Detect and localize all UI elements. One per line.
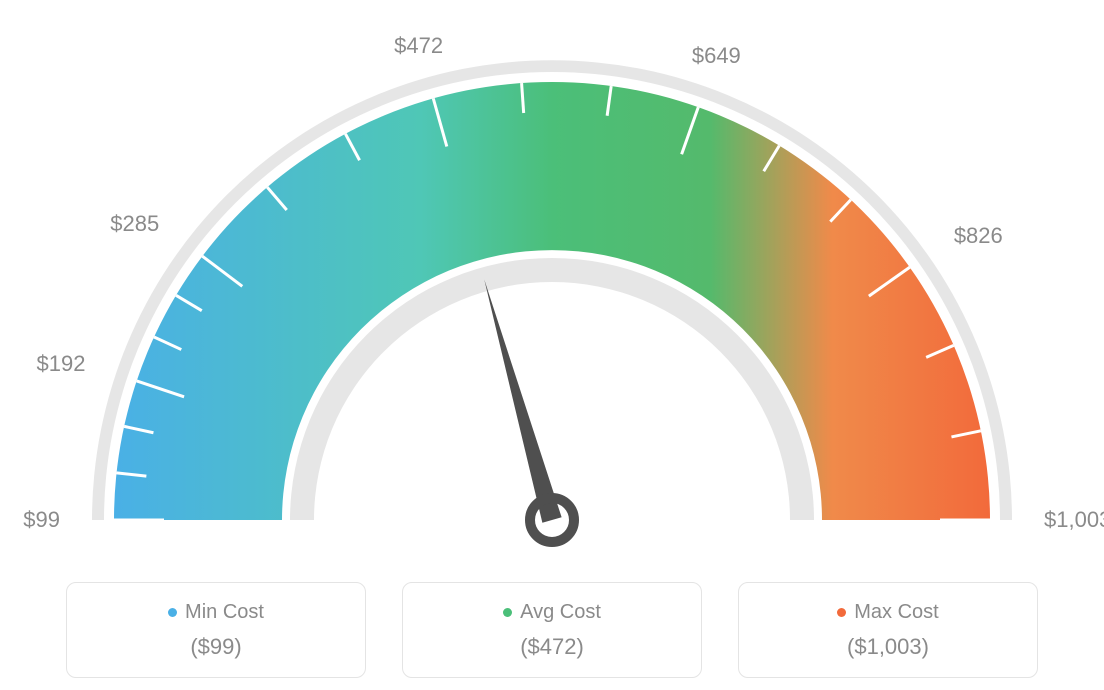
gauge-tick-label: $285: [110, 211, 159, 237]
gauge-tick-label: $472: [394, 33, 443, 59]
gauge-tick-label: $99: [23, 507, 60, 533]
legend-dot-max: [837, 608, 846, 617]
legend-value-max: ($1,003): [847, 634, 929, 660]
legend-card-min: Min Cost ($99): [66, 582, 366, 678]
gauge-tick-label: $826: [954, 223, 1003, 249]
legend-value-min: ($99): [190, 634, 241, 660]
legend-title-max-text: Max Cost: [854, 601, 938, 624]
legend-title-min-text: Min Cost: [185, 601, 264, 624]
gauge-tick-label: $1,003: [1044, 507, 1104, 533]
legend-card-max: Max Cost ($1,003): [738, 582, 1038, 678]
gauge-tick-label: $192: [37, 351, 86, 377]
legend-title-avg-text: Avg Cost: [520, 601, 601, 624]
legend-title-avg: Avg Cost: [503, 601, 601, 624]
legend-title-max: Max Cost: [837, 601, 938, 624]
legend-dot-avg: [503, 608, 512, 617]
gauge-svg: [0, 0, 1104, 560]
gauge-area: $99 $192 $285 $472 $649 $826 $1,003: [0, 0, 1104, 560]
legend-title-min: Min Cost: [168, 601, 264, 624]
legend-value-avg: ($472): [520, 634, 584, 660]
cost-gauge-chart: $99 $192 $285 $472 $649 $826 $1,003 Min Cost (…: [0, 0, 1104, 690]
gauge-tick-label: $649: [692, 43, 741, 69]
legend-row: Min Cost ($99) Avg Cost ($472) Max Cost …: [0, 582, 1104, 678]
legend-card-avg: Avg Cost ($472): [402, 582, 702, 678]
legend-dot-min: [168, 608, 177, 617]
